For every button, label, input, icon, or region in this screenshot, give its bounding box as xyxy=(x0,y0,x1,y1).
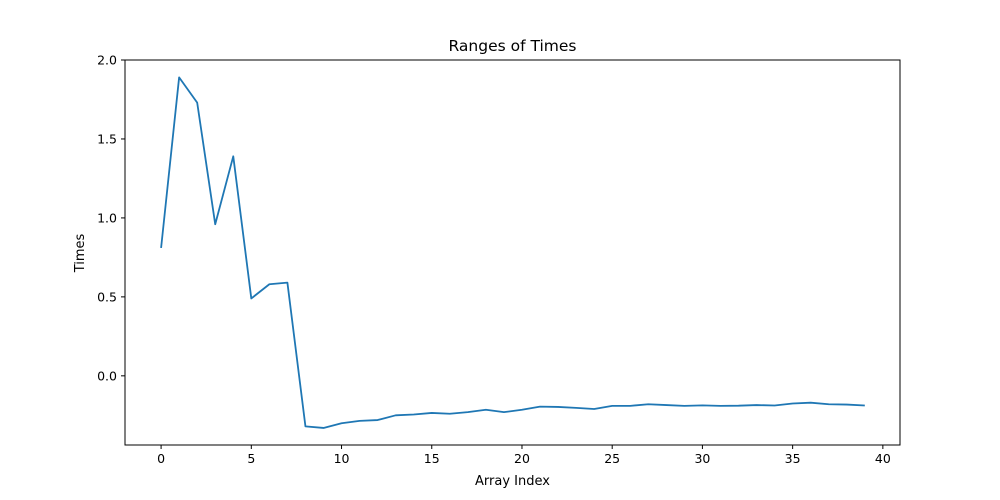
x-axis-label: Array Index xyxy=(475,474,550,489)
plot-frame xyxy=(124,59,901,446)
y-tick-label: 0.5 xyxy=(97,289,117,304)
y-tick-label: 0.0 xyxy=(97,368,117,383)
x-tick-label: 5 xyxy=(247,451,255,466)
y-axis-label: Times xyxy=(73,233,88,273)
y-tick-label: 1.5 xyxy=(97,131,117,146)
x-tick-label: 20 xyxy=(514,451,530,466)
x-tick-label: 25 xyxy=(604,451,620,466)
plot-area: 0 5 10 15 20 25 30 35 40 0.0 0.5 1.0 1.5 2.0 xyxy=(97,53,901,466)
x-tick-label: 35 xyxy=(785,451,801,466)
x-tick-label: 10 xyxy=(334,451,350,466)
y-tick-label: 1.0 xyxy=(97,210,117,225)
series-line-0 xyxy=(160,76,865,429)
x-tick-label: 0 xyxy=(157,451,165,466)
x-tick-label: 30 xyxy=(694,451,710,466)
chart-title: Ranges of Times xyxy=(448,37,576,55)
x-tick-label: 40 xyxy=(875,451,891,466)
y-tick-label: 2.0 xyxy=(97,53,117,68)
x-tick-label: 15 xyxy=(424,451,440,466)
